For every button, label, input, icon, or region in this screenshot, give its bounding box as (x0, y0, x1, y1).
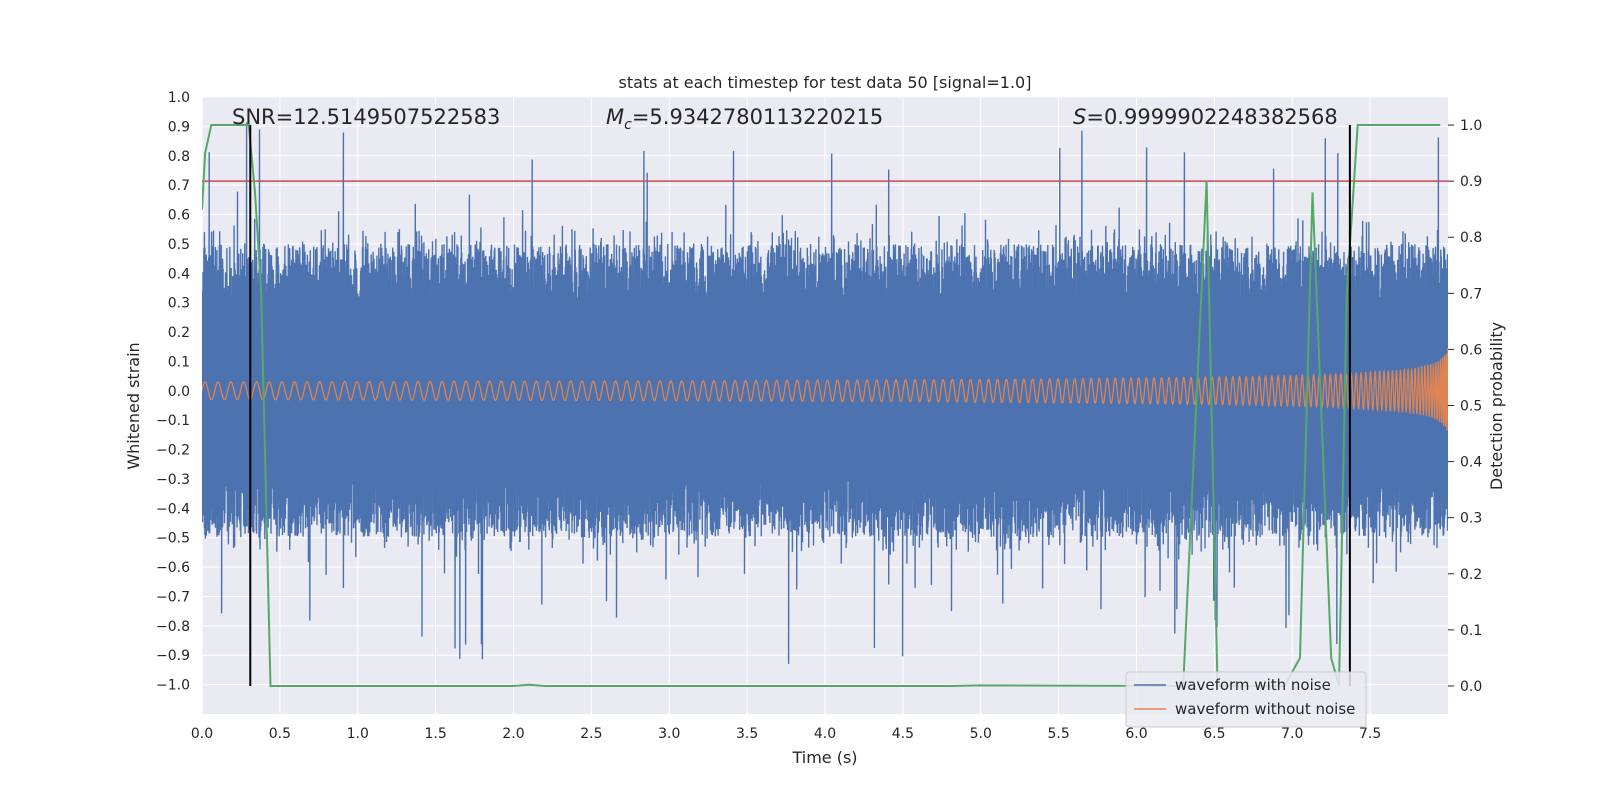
chirp-mass-annotation: Mc=5.9342780113220215 (606, 105, 883, 133)
x-tick-label: 5.0 (970, 726, 992, 742)
y-tick-label: −0.8 (156, 619, 190, 635)
x-tick-label: 1.0 (347, 726, 369, 742)
y2-tick-label: 0.9 (1460, 174, 1482, 190)
x-tick-label: 3.5 (736, 726, 758, 742)
y2-tick-label: 0.4 (1460, 455, 1482, 471)
score-symbol: S (1073, 105, 1086, 129)
y-tick-label: −0.3 (156, 472, 190, 488)
y-tick-label: −0.2 (156, 443, 190, 459)
y-tick-label: 0.8 (168, 149, 190, 165)
y-tick-label: −1.0 (156, 678, 190, 694)
x-tick-label: 3.0 (658, 726, 680, 742)
y2-tick-label: 0.7 (1460, 286, 1482, 302)
y-tick-label: 0.7 (168, 178, 190, 194)
y-tick-label: 0.6 (168, 208, 190, 224)
snr-annotation: SNR=12.5149507522583 (232, 105, 500, 129)
y2-tick-label: 0.8 (1460, 230, 1482, 246)
y-tick-label: −0.1 (156, 413, 190, 429)
x-tick-label: 5.5 (1047, 726, 1069, 742)
legend-label-clean: waveform without noise (1175, 700, 1355, 718)
x-tick-label: 7.0 (1281, 726, 1303, 742)
x-tick-label: 6.0 (1125, 726, 1147, 742)
y-tick-label: −0.4 (156, 501, 190, 517)
y-tick-label: 0.4 (168, 266, 190, 282)
chirp-mass-symbol: M (606, 105, 624, 129)
chirp-mass-value: =5.9342780113220215 (632, 105, 883, 129)
y-tick-label: 0.1 (168, 354, 190, 370)
score-annotation: S=0.9999902248382568 (1073, 105, 1338, 129)
data-layer (202, 122, 1448, 688)
x-tick-label: 7.5 (1359, 726, 1381, 742)
y-tick-label: −0.5 (156, 531, 190, 547)
chart-title: stats at each timestep for test data 50 … (619, 73, 1032, 92)
chirp-mass-subscript: c (624, 117, 632, 133)
y-tick-label: 0.9 (168, 119, 190, 135)
y-tick-label: 1.0 (168, 90, 190, 106)
x-tick-label: 2.0 (502, 726, 524, 742)
x-tick-label: 0.0 (191, 726, 213, 742)
x-tick-label: 4.5 (892, 726, 914, 742)
x-tick-label: 6.5 (1203, 726, 1225, 742)
y-tick-label: 0.5 (168, 237, 190, 253)
y2-tick-label: 0.5 (1460, 399, 1482, 415)
y-tick-label: −0.7 (156, 589, 190, 605)
ticks: 0.0 0.5 1.0 1.5 2.0 2.5 3.0 3.5 4.0 4.5 5.0 5.5 6.0 6… (156, 90, 1482, 742)
x-tick-label: 4.0 (814, 726, 836, 742)
legend-box (1125, 671, 1367, 728)
score-value: =0.9999902248382568 (1086, 105, 1337, 129)
waveform-without-noise-line (202, 347, 1448, 431)
y-tick-label: 0.3 (168, 296, 190, 312)
y2-tick-label: 0.3 (1460, 511, 1482, 527)
y-tick-label: −0.9 (156, 648, 190, 664)
x-tick-label: 0.5 (269, 726, 291, 742)
y2-tick-label: 0.6 (1460, 342, 1482, 358)
y-tick-label: −0.6 (156, 560, 190, 576)
y-tick-label: 0.2 (168, 325, 190, 341)
y-tick-label: 0.0 (168, 384, 190, 400)
x-tick-label: 2.5 (580, 726, 602, 742)
y2-tick-label: 1.0 (1460, 118, 1482, 134)
y2-axis-label: Detection probability (1487, 322, 1506, 490)
x-tick-label: 1.5 (424, 726, 446, 742)
y2-tick-label: 0.1 (1460, 623, 1482, 639)
legend: waveform with noise waveform without noi… (1125, 671, 1367, 728)
legend-label-noise: waveform with noise (1175, 676, 1331, 694)
y-axis-label: Whitened strain (124, 342, 143, 469)
y2-tick-label: 0.0 (1460, 679, 1482, 695)
x-axis-label: Time (s) (791, 748, 857, 767)
y2-tick-label: 0.2 (1460, 567, 1482, 583)
